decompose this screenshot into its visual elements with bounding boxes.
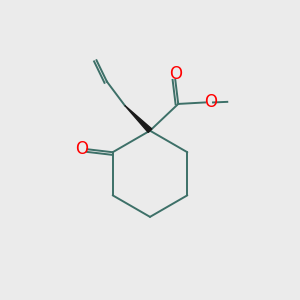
Text: O: O — [76, 140, 88, 158]
Text: O: O — [204, 93, 217, 111]
Text: O: O — [169, 64, 182, 82]
Polygon shape — [125, 105, 152, 133]
